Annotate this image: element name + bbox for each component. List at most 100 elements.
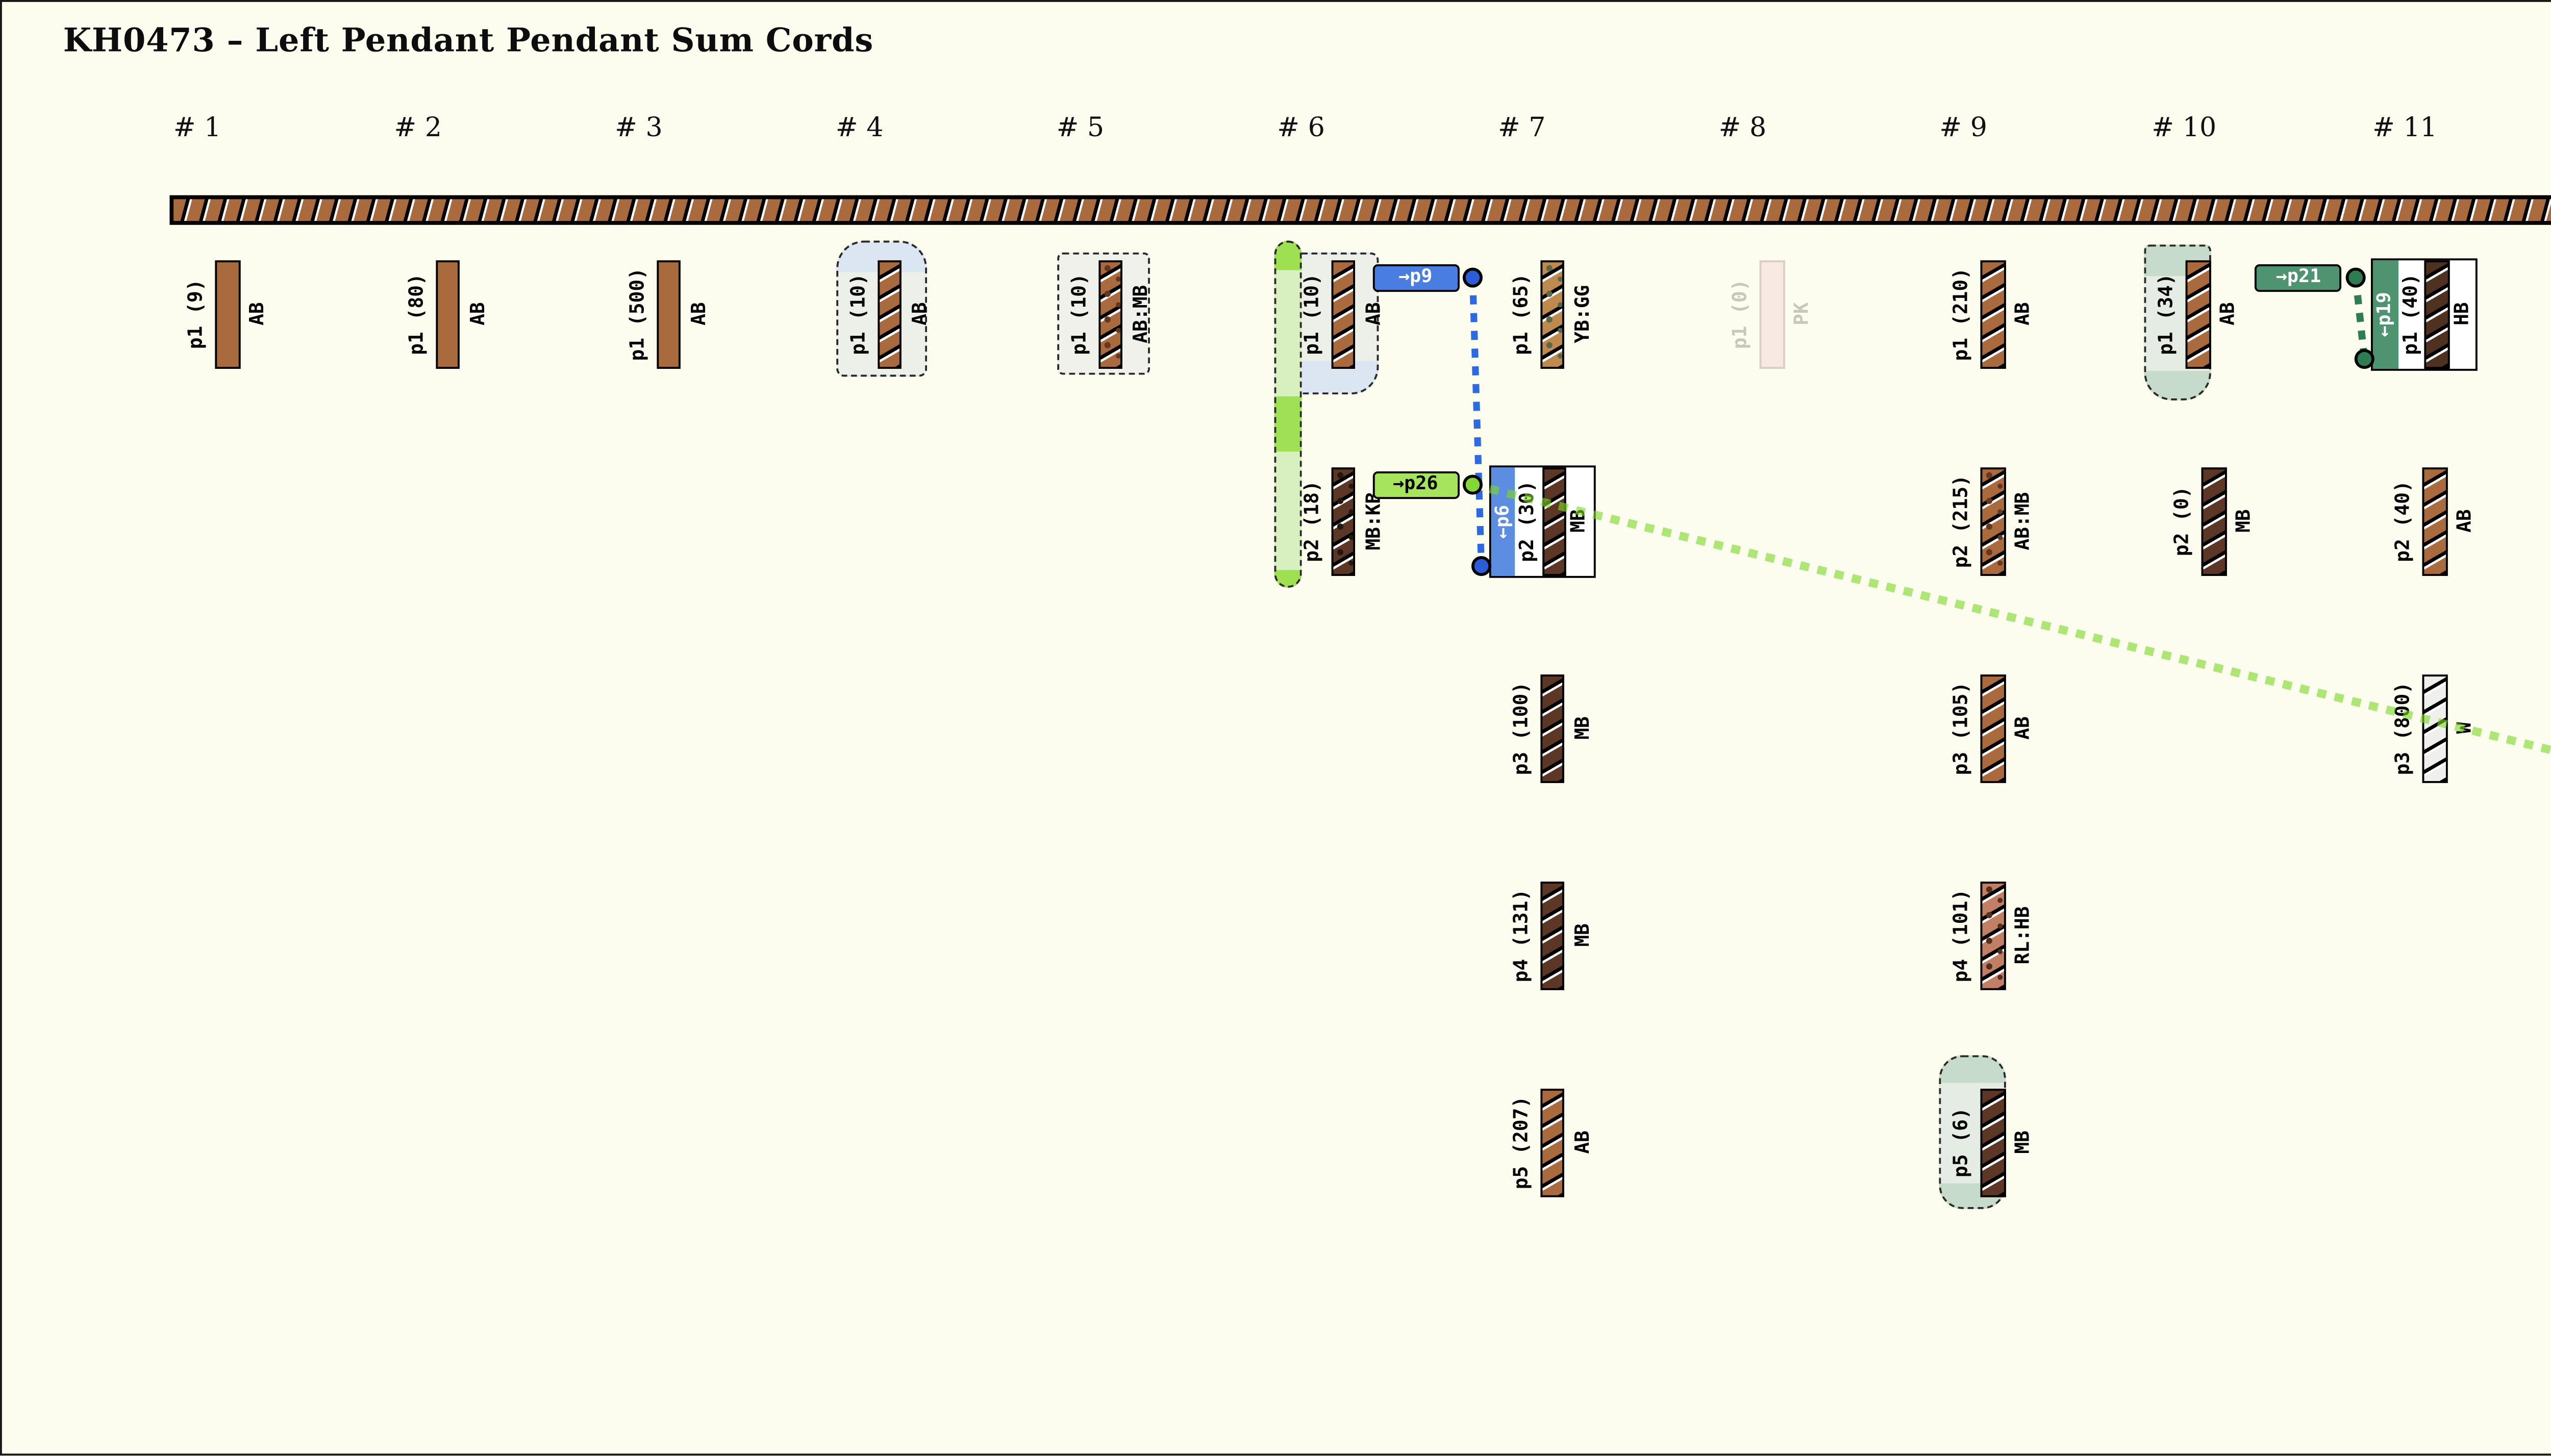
column-header-6: # 6 [1277,112,1325,144]
pendant-c7-p3[interactable]: p3 (100) MB [1508,674,1597,783]
highlight-capsule-c6-row1-green-tall [1273,240,1302,588]
cord-bar-AB [2422,467,2447,576]
cord-bar-PK [1760,260,1785,369]
pendant-c9-p2[interactable]: p2 (215) AB:MB [1949,467,2038,576]
pendant-c7-p2[interactable]: ←p6 p2 (30) MB [1488,465,1595,578]
pendant-c4-p1[interactable]: p1 (10) AB [846,260,935,369]
cord-bar-MB [1541,467,1566,576]
color-code-label: MB [2013,1131,2036,1155]
pendant-label: p4 (101) [1952,889,1974,983]
pendant-c5-p1[interactable]: p1 (10) AB:MB [1066,260,1155,369]
pendant-c11-p2[interactable]: p2 (40) AB [2391,467,2480,576]
color-code-label: AB [2455,510,2477,534]
pendant-label: p4 (131) [1510,889,1533,983]
column-header-5: # 5 [1056,112,1105,144]
column-header-11: # 11 [2372,112,2437,144]
pendant-c7-p5[interactable]: p5 (207) AB [1508,1089,1597,1197]
sum-badge-p21[interactable]: →p21 [2255,264,2342,291]
pendant-label: p5 (207) [1510,1096,1533,1190]
color-code-label: AB [2013,303,2036,327]
cord-bar-MB [1539,674,1564,783]
sum-connector-p21 [2352,277,2368,360]
pendant-c7-p1[interactable]: p1 (65) YB:GG [1508,260,1597,369]
sum-badge-p26[interactable]: →p26 [1372,471,1459,498]
color-code-label: HB [2452,303,2473,327]
cord-bar-W [2422,674,2447,783]
column-header-8: # 8 [1718,112,1767,144]
column-header-10: # 10 [2152,112,2217,144]
color-code-label: AB [468,303,490,327]
color-code-label: AB [689,303,711,327]
connector-endpoint-p26-start [1462,474,1483,495]
pendant-label: p1 (40) [2400,273,2422,356]
pendant-label: p1 (65) [1510,273,1533,356]
color-code-label: AB [2013,717,2036,741]
pendant-c8-p1[interactable]: p1 (0) PK [1729,260,1817,369]
pendant-c9-p3[interactable]: p3 (105) AB [1949,674,2038,783]
color-code-label: AB [1572,1131,1594,1155]
column-header-4: # 4 [835,112,884,144]
cord-bar-AB:MB [1098,260,1123,369]
cord-bar-AB [1981,260,2006,369]
pendant-c6-p1[interactable]: p1 (10) AB [1299,260,1388,369]
cord-bar-MB:KB [1331,467,1356,576]
pendant-label: p1 (34) [2157,273,2179,356]
cord-bar-RL:HB [1981,882,2006,990]
color-code-label: PK [1793,303,1815,327]
pendant-c11-p1[interactable]: ←p19 p1 (40) HB [2371,258,2478,371]
pendant-label: p3 (105) [1952,682,1974,775]
cord-bar-MB [1539,882,1564,990]
pendant-c11-p3[interactable]: p3 (800) W [2391,674,2480,783]
pendant-c3-p1[interactable]: p1 (500) AB [625,260,714,369]
column-header-2: # 2 [394,112,442,144]
cord-bar-AB [877,260,902,369]
cord-bar-AB [656,260,682,369]
cord-bar-MB [1981,1089,2006,1197]
cord-bar-AB [1539,1089,1564,1197]
color-code-label: AB [910,303,932,327]
diagram-title: KH0473 – Left Pendant Pendant Sum Cords [63,21,874,59]
pendant-c10-p1[interactable]: p1 (34) AB [2155,260,2243,369]
pendant-label: p3 (100) [1510,682,1533,775]
pendant-label: p2 (215) [1952,475,1974,568]
pendant-label: p1 (210) [1952,268,1974,361]
pendant-c1-p1[interactable]: p1 (9) AB [184,260,272,369]
pendant-c2-p1[interactable]: p1 (80) AB [404,260,493,369]
sum-cord-label: ←p6 [1491,505,1514,539]
color-code-label: AB:MB [2013,492,2036,551]
color-code-label: AB:MB [1130,285,1153,344]
pendant-c10-p2[interactable]: p2 (0) MB [2170,467,2259,576]
pendant-c9-p1[interactable]: p1 (210) AB [1949,260,2038,369]
pendant-label: p5 (6) [1952,1108,1974,1178]
pendant-c9-p4[interactable]: p4 (101) RL:HB [1949,882,2038,990]
pendant-c6-p2[interactable]: p2 (18) MB:KB [1299,467,1388,576]
connector-endpoint-p9-end [1471,556,1492,576]
cord-bar-AB:MB [1981,467,2006,576]
color-code-label: AB [247,303,269,327]
sum-cord-bar-p6[interactable]: ←p6 [1490,467,1515,576]
cord-bar-AB [1331,260,1356,369]
pendant-c7-p4[interactable]: p4 (131) MB [1508,882,1597,990]
column-header-7: # 7 [1497,112,1546,144]
connector-endpoint-p9-start [1462,267,1483,288]
cord-bar-AB [436,260,461,369]
sum-cord-label: ←p19 [2374,292,2397,337]
color-code-label: RL:HB [2013,907,2036,965]
column-header-9: # 9 [1939,112,1987,144]
color-code-label: AB [2218,303,2240,327]
pendant-label: p1 (500) [627,268,649,361]
pendant-label: p2 (18) [1302,481,1323,563]
color-code-label: YB:GG [1572,285,1594,344]
cord-bar-YB:GG [1539,260,1564,369]
cord-bar-AB [215,260,240,369]
color-code-label: MB [1572,717,1594,741]
column-header-1: # 1 [173,112,221,144]
sum-badge-p9[interactable]: →p9 [1372,264,1459,291]
cord-bar-MB [2202,467,2227,576]
sum-connector-p9 [1469,277,1485,566]
pendant-c9-p5[interactable]: p5 (6) MB [1949,1089,2038,1197]
pendant-label: p1 (10) [848,273,870,356]
sum-cord-bar-p19[interactable]: ←p19 [2373,260,2398,369]
connector-endpoint-p21-start [2345,267,2366,288]
